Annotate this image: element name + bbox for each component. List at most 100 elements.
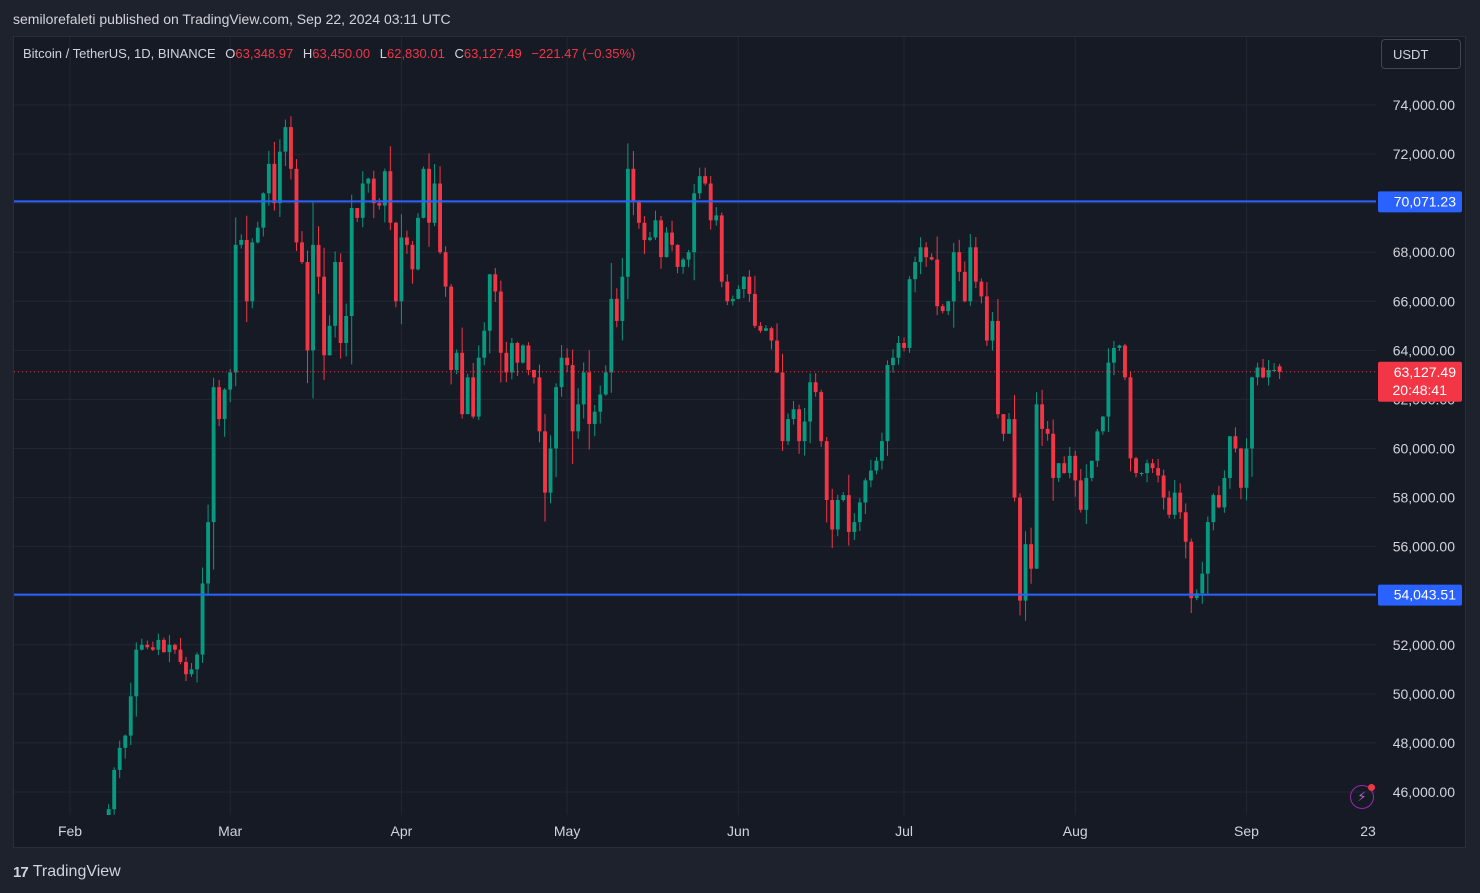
candle-up[interactable] (1211, 495, 1216, 523)
candle-up[interactable] (195, 654, 199, 670)
candle-up[interactable] (609, 298, 614, 373)
candle-down[interactable] (775, 340, 779, 373)
candle-up[interactable] (714, 215, 719, 221)
candle-down[interactable] (355, 208, 360, 218)
candle-down[interactable] (526, 345, 531, 370)
candle-up[interactable] (1007, 419, 1011, 434)
candle-down[interactable] (570, 365, 575, 432)
candle-down[interactable] (1128, 377, 1133, 459)
candle-down[interactable] (1161, 475, 1166, 498)
candle-up[interactable] (808, 382, 813, 422)
candle-up[interactable] (990, 320, 995, 341)
candle-up[interactable] (465, 377, 470, 415)
candle-down[interactable] (929, 257, 934, 260)
candle-up[interactable] (399, 237, 404, 302)
candle-down[interactable] (1134, 458, 1138, 474)
candle-up[interactable] (1117, 345, 1122, 348)
candle-up[interactable] (741, 276, 746, 290)
candle-down[interactable] (1051, 433, 1056, 478)
candle-down[interactable] (1045, 428, 1050, 434)
candle-down[interactable] (846, 495, 851, 532)
candle-down[interactable] (935, 259, 940, 307)
candle-up[interactable] (283, 127, 288, 152)
candle-up[interactable] (134, 649, 139, 697)
candle-down[interactable] (719, 215, 724, 282)
candle-down[interactable] (962, 271, 967, 302)
candle-up[interactable] (857, 502, 862, 523)
candle-up[interactable] (559, 357, 564, 388)
candle-up[interactable] (432, 183, 437, 223)
candle-down[interactable] (979, 281, 984, 297)
candle-up[interactable] (548, 448, 553, 493)
candle-down[interactable] (670, 232, 674, 245)
currency-selector[interactable]: USDT (1381, 39, 1461, 69)
candle-up[interactable] (311, 244, 315, 351)
candle-up[interactable] (968, 247, 973, 302)
candle-down[interactable] (1261, 367, 1265, 378)
candle-up[interactable] (454, 352, 459, 370)
candle-down[interactable] (940, 306, 945, 312)
candle-up[interactable] (1266, 369, 1271, 378)
candle-up[interactable] (421, 168, 426, 218)
candle-down[interactable] (824, 441, 829, 501)
candle-down[interactable] (498, 291, 503, 353)
candle-down[interactable] (161, 639, 166, 653)
candle-down[interactable] (957, 252, 962, 272)
candle-down[interactable] (294, 168, 299, 243)
candle-down[interactable] (675, 244, 680, 267)
candle-down[interactable] (178, 649, 183, 662)
candle-down[interactable] (404, 237, 409, 245)
candle-down[interactable] (1216, 495, 1221, 508)
candle-up[interactable] (625, 168, 630, 277)
candle-up[interactable] (1255, 367, 1260, 378)
candle-up[interactable] (907, 279, 912, 348)
candle-up[interactable] (598, 394, 603, 412)
candle-up[interactable] (1084, 477, 1089, 510)
candle-up[interactable] (913, 262, 918, 280)
candle-up[interactable] (476, 357, 481, 417)
candle-up[interactable] (620, 276, 625, 321)
candle-up[interactable] (128, 696, 133, 736)
candle-down[interactable] (1233, 436, 1238, 449)
candle-down[interactable] (642, 222, 647, 240)
candle-down[interactable] (587, 372, 592, 424)
candle-down[interactable] (322, 276, 327, 356)
candle-down[interactable] (758, 325, 763, 331)
candle-down[interactable] (973, 247, 978, 282)
candle-up[interactable] (349, 208, 354, 317)
candle-down[interactable] (1167, 497, 1172, 515)
candle-up[interactable] (344, 316, 349, 343)
candle-up[interactable] (520, 345, 525, 363)
candle-up[interactable] (951, 252, 956, 302)
candle-down[interactable] (924, 247, 929, 258)
candle-down[interactable] (272, 163, 277, 204)
candle-up[interactable] (333, 262, 338, 326)
candle-up[interactable] (681, 259, 686, 267)
candle-up[interactable] (896, 342, 901, 358)
candle-down[interactable] (289, 127, 293, 169)
candle-up[interactable] (117, 747, 122, 770)
candle-up[interactable] (112, 769, 117, 810)
candle-down[interactable] (565, 357, 570, 366)
candle-up[interactable] (167, 644, 172, 653)
candle-down[interactable] (631, 168, 636, 201)
candle-up[interactable] (1250, 377, 1254, 449)
candle-down[interactable] (338, 262, 343, 343)
candle-up[interactable] (366, 178, 371, 184)
candle-up[interactable] (509, 342, 514, 373)
candle-down[interactable] (515, 342, 520, 363)
candle-up[interactable] (1227, 436, 1232, 478)
candle-up[interactable] (1089, 460, 1094, 478)
candle-up[interactable] (222, 389, 227, 420)
candle-down[interactable] (1183, 512, 1188, 542)
candle-down[interactable] (1029, 544, 1034, 569)
candle-down[interactable] (443, 252, 448, 287)
candle-down[interactable] (184, 661, 188, 675)
candle-down[interactable] (393, 222, 398, 302)
candle-up[interactable] (736, 289, 741, 299)
candle-down[interactable] (449, 286, 454, 370)
candle-up[interactable] (416, 217, 420, 270)
candle-up[interactable] (482, 330, 487, 358)
candle-up[interactable] (764, 328, 768, 331)
